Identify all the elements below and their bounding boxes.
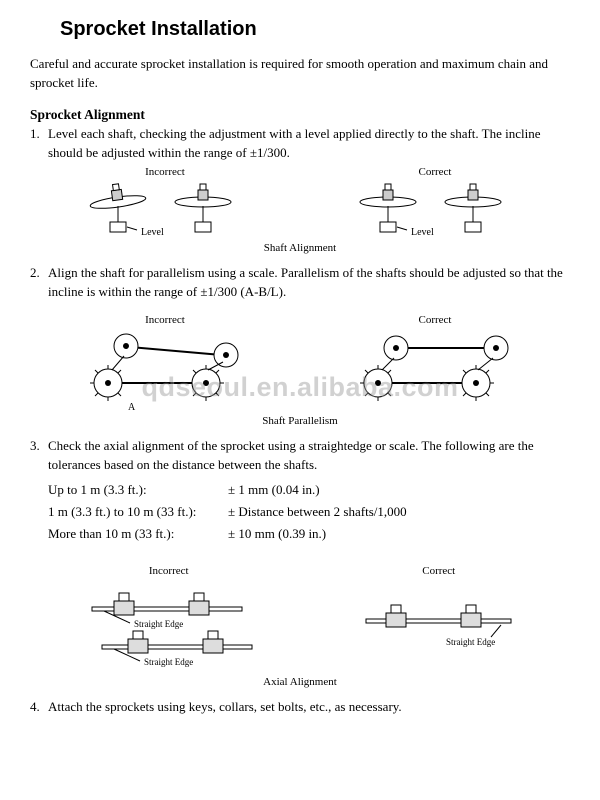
step-2-text: Align the shaft for parallelism using a … [48, 264, 570, 302]
caption-shaft-parallelism: Shaft Parallelism [30, 415, 570, 427]
axial-alignment-incorrect-svg: Straight Edge Straight Edge [74, 579, 264, 674]
page-title: Sprocket Installation [60, 18, 570, 41]
shaft-alignment-incorrect-svg: Level [83, 180, 248, 240]
step-4-num: 4. [30, 698, 48, 717]
step-1: 1. Level each shaft, checking the adjust… [30, 125, 570, 163]
tol-row-2: 1 m (3.3 ft.) to 10 m (33 ft.): ± Distan… [48, 501, 570, 523]
straightedge-label-3: Straight Edge [446, 637, 495, 647]
step-1-text: Level each shaft, checking the adjustmen… [48, 125, 570, 163]
shaft-parallelism-incorrect-svg: A [78, 328, 253, 413]
step-3-num: 3. [30, 437, 48, 475]
label-incorrect-1: Incorrect [83, 166, 248, 178]
tol-row-1: Up to 1 m (3.3 ft.): ± 1 mm (0.04 in.) [48, 479, 570, 501]
straightedge-label-1: Straight Edge [134, 619, 183, 629]
tol-dist-1: Up to 1 m (3.3 ft.): [48, 479, 228, 501]
subheading: Sprocket Alignment [30, 107, 570, 123]
caption-shaft-alignment: Shaft Alignment [30, 242, 570, 254]
label-A: A [128, 402, 136, 413]
label-correct-3: Correct [351, 565, 526, 577]
diagram-shaft-parallelism: Incorrect A Correct [30, 314, 570, 413]
step-4: 4. Attach the sprockets using keys, coll… [30, 698, 570, 717]
diagram-axial-alignment: Incorrect Straight Edge [30, 565, 570, 674]
step-1-num: 1. [30, 125, 48, 163]
step-2: 2. Align the shaft for parallelism using… [30, 264, 570, 302]
level-label-1: Level [141, 227, 164, 238]
tol-val-3: ± 10 mm (0.39 in.) [228, 523, 326, 545]
tol-val-1: ± 1 mm (0.04 in.) [228, 479, 320, 501]
step-3-text: Check the axial alignment of the sprocke… [48, 437, 570, 475]
tolerance-table: Up to 1 m (3.3 ft.): ± 1 mm (0.04 in.) 1… [48, 479, 570, 545]
step-2-num: 2. [30, 264, 48, 302]
level-label-2: Level [411, 227, 434, 238]
tol-dist-2: 1 m (3.3 ft.) to 10 m (33 ft.): [48, 501, 228, 523]
shaft-parallelism-correct-svg [348, 328, 523, 413]
tol-row-3: More than 10 m (33 ft.): ± 10 mm (0.39 i… [48, 523, 570, 545]
intro-text: Careful and accurate sprocket installati… [30, 55, 570, 93]
tol-val-2: ± Distance between 2 shafts/1,000 [228, 501, 407, 523]
caption-axial-alignment: Axial Alignment [30, 676, 570, 688]
shaft-alignment-correct-svg: Level [353, 180, 518, 240]
diagram-shaft-alignment: Incorrect Level Correct [30, 166, 570, 240]
step-3: 3. Check the axial alignment of the spro… [30, 437, 570, 475]
straightedge-label-2: Straight Edge [144, 657, 193, 667]
label-incorrect-3: Incorrect [74, 565, 264, 577]
label-correct-1: Correct [353, 166, 518, 178]
step-4-text: Attach the sprockets using keys, collars… [48, 698, 570, 717]
label-correct-2: Correct [348, 314, 523, 326]
axial-alignment-correct-svg: Straight Edge [351, 579, 526, 674]
label-incorrect-2: Incorrect [78, 314, 253, 326]
tol-dist-3: More than 10 m (33 ft.): [48, 523, 228, 545]
